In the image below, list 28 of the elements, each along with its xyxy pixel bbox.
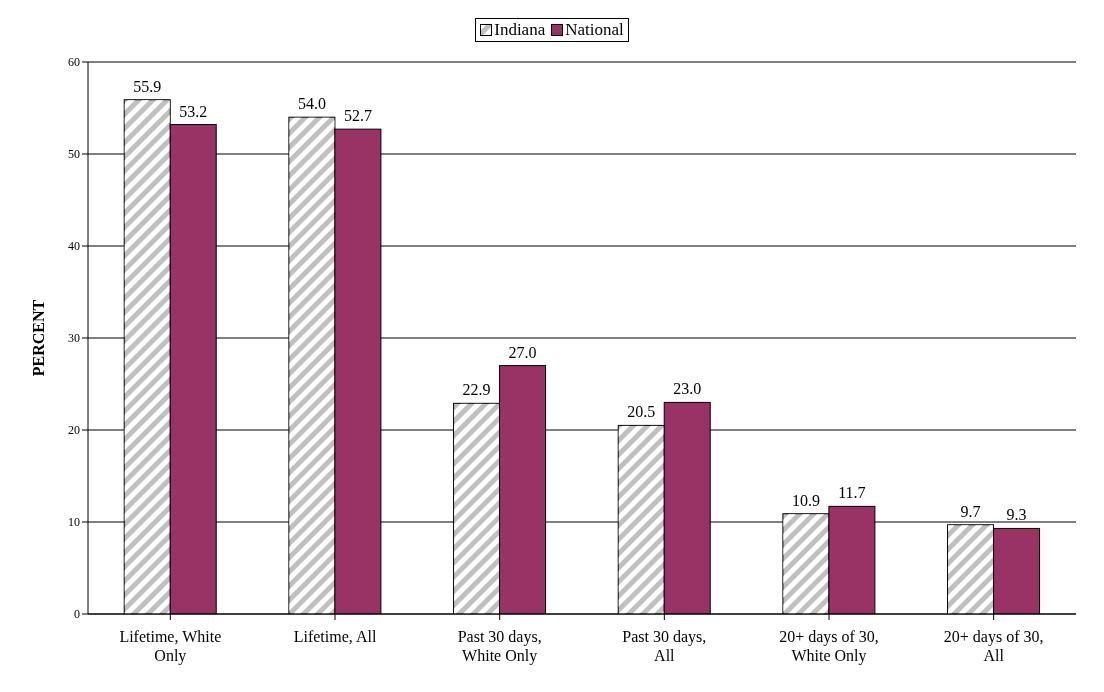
text: 27.0 — [508, 343, 537, 361]
x-tick-label: 20+ days of 30, White Only — [779, 628, 879, 665]
y-tick-label: 30 — [68, 331, 80, 346]
y-axis-title: PERCENT — [29, 299, 47, 377]
y-tick-label: 0 — [74, 607, 80, 622]
y-tick-label: 50 — [68, 147, 80, 162]
text: 20.5 — [627, 403, 656, 421]
x-tick-label: Past 30 days, White Only — [457, 628, 542, 665]
text: 9.7 — [960, 502, 981, 520]
text: 55.9 — [133, 77, 162, 95]
y-tick-label: 20 — [68, 423, 80, 438]
text: 22.9 — [462, 381, 491, 399]
text: 53.2 — [179, 102, 208, 120]
y-tick-label: 10 — [68, 515, 80, 530]
legend-label: National — [564, 20, 624, 40]
x-tick-label: Lifetime, All — [293, 628, 377, 645]
text: 11.7 — [838, 484, 866, 502]
text: 23.0 — [673, 380, 702, 398]
x-tick-label: Past 30 days, All — [622, 628, 707, 664]
y-tick-label: 40 — [68, 239, 80, 254]
legend-label: Indiana — [493, 20, 546, 40]
y-tick-label: 60 — [68, 55, 80, 70]
text: 10.9 — [791, 491, 820, 509]
text: 54.0 — [297, 95, 326, 113]
text: 9.3 — [1006, 506, 1027, 524]
text: 52.7 — [343, 107, 372, 125]
x-tick-label: 20+ days of 30, All — [943, 628, 1044, 664]
x-tick-label: Lifetime, White Only — [119, 628, 222, 665]
